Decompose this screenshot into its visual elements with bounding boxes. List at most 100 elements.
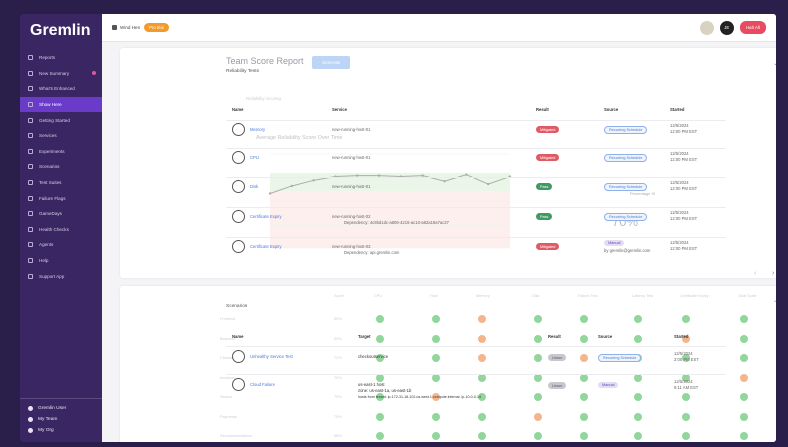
source-chip[interactable]: Recurring Schedule: [604, 126, 648, 134]
result-badge: Pass: [536, 213, 553, 220]
row-divider: [226, 346, 726, 347]
score-dot: [534, 315, 542, 323]
ghost-row-score: 70%: [334, 375, 342, 380]
sidebar-item-label: Services: [39, 133, 57, 139]
account-item-my-org[interactable]: My Org: [20, 425, 102, 436]
score-dot: [634, 373, 642, 382]
star-icon: [28, 86, 33, 92]
ghost-column-header: Failure Test: [578, 294, 598, 298]
scenario-column-header-result[interactable]: Result: [548, 334, 561, 339]
halt-all-button[interactable]: Halt All: [739, 21, 766, 34]
test-name-link[interactable]: Memory: [250, 127, 266, 132]
next-page-icon[interactable]: ›: [772, 270, 775, 277]
score-dot: [740, 373, 748, 382]
score-dot: [534, 373, 542, 382]
started-date: 12/5/2024: [670, 240, 689, 245]
source-chip[interactable]: Recurring Schedule: [598, 354, 642, 362]
chart-point: [421, 174, 424, 177]
scenario-name-link[interactable]: Unhealthy Service Test: [250, 354, 293, 359]
source-chip[interactable]: Recurring Schedule: [604, 183, 648, 191]
test-type-icon: [232, 210, 245, 223]
user-avatar[interactable]: JE: [719, 20, 734, 35]
test-name-link[interactable]: Certificate Expiry: [250, 214, 282, 219]
scenario-icon: [232, 350, 245, 363]
ghost-row-label: Payments: [220, 414, 237, 419]
account-item-my-team[interactable]: My Team: [20, 414, 102, 425]
account-item-gremlin-user[interactable]: Gremlin User: [20, 403, 102, 414]
sidebar-item-health-checks[interactable]: Health Checks: [20, 222, 102, 238]
column-header-result[interactable]: Result: [536, 107, 549, 112]
scenario-column-header-target[interactable]: Target: [358, 334, 371, 339]
sidebar-item-support-app[interactable]: Support App: [20, 268, 102, 284]
source-chip[interactable]: Recurring Schedule: [604, 213, 648, 221]
sidebar-account-menu: Gremlin User My Team My Org: [20, 398, 102, 436]
score-dot: [376, 432, 384, 440]
sidebar-item-gamedays[interactable]: GameDays: [20, 206, 102, 222]
column-header-name[interactable]: Name: [232, 107, 244, 112]
score-dot: [432, 393, 440, 401]
score-dot: [478, 334, 486, 343]
section-title-scenarios: Scenarios: [226, 304, 248, 309]
sidebar-item-services[interactable]: Services: [20, 128, 102, 144]
sidebar-item-show-here[interactable]: Show Here: [20, 96, 102, 113]
score-dot: [580, 412, 588, 421]
test-type-icon: [232, 123, 245, 136]
team-name: Wind Hen: [120, 25, 141, 30]
generate-button[interactable]: Generate: [312, 56, 351, 69]
score-dot: [580, 315, 588, 323]
sidebar-item-label: GameDays: [39, 211, 62, 217]
test-type-icon: [232, 151, 245, 164]
row-divider: [226, 237, 726, 238]
gremlin-logo: Gremlin: [30, 22, 91, 39]
test-name-link[interactable]: CPU: [250, 155, 259, 160]
score-dot: [580, 393, 588, 401]
ghost-column-header: Latency Test: [632, 294, 654, 298]
sidebar-item-what-s-enhanced[interactable]: What's Enhanced: [20, 81, 102, 97]
help-icon: [28, 258, 33, 264]
test-name-link[interactable]: Disk: [250, 184, 259, 189]
score-dot: [432, 315, 440, 323]
scenario-target-hosts: hosts from tenant: ip-172-31-18-102.us-w…: [358, 395, 482, 399]
sidebar-item-experiments[interactable]: Experiments: [20, 144, 102, 160]
sidebar-item-reports[interactable]: Reports: [20, 50, 102, 66]
scenario-column-header-source[interactable]: Source: [598, 334, 613, 339]
score-dot: [634, 315, 642, 323]
scenario-name-link[interactable]: Cloud Failure: [250, 382, 275, 387]
trial-badge[interactable]: Pro trial: [144, 23, 169, 32]
status-indicator[interactable]: [699, 20, 714, 35]
sidebar-item-help[interactable]: Help: [20, 253, 102, 269]
sidebar: Gremlin Reports New Summary What's Enhance…: [20, 14, 102, 442]
source-manual-chip: Manual: [604, 240, 625, 246]
started-date: 12/5/2024: [674, 379, 693, 384]
column-header-service[interactable]: Service: [332, 107, 347, 112]
sidebar-item-scenarios[interactable]: Scenarios: [20, 159, 102, 175]
org-icon: [28, 428, 33, 433]
collapse-chevron-icon[interactable]: ⌄: [773, 61, 776, 67]
sidebar-item-label: Health Checks: [39, 226, 69, 232]
refresh-icon: [28, 70, 33, 76]
sidebar-item-failure-flags[interactable]: Failure Flags: [20, 190, 102, 206]
started-time: 12:00 PM EST: [670, 157, 698, 162]
sidebar-item-new-summary[interactable]: New Summary: [20, 66, 102, 82]
started-time: 2:00 PM EST: [674, 357, 699, 362]
started-date: 12/5/2024: [670, 151, 689, 156]
column-header-source[interactable]: Source: [604, 107, 619, 112]
team-selector[interactable]: Wind Hen: [112, 25, 140, 30]
scenario-column-header-name[interactable]: Name: [232, 334, 244, 339]
ghost-row-score: 80%: [334, 336, 342, 341]
score-dot: [740, 315, 748, 323]
scenario-column-header-started[interactable]: Started: [674, 334, 689, 339]
chart-point: [268, 192, 272, 195]
sidebar-item-getting-started[interactable]: Getting Started: [20, 112, 102, 128]
ghost-row-label: Backend: [220, 336, 235, 341]
chart-point: [465, 173, 468, 176]
source-chip[interactable]: Recurring Schedule: [604, 154, 648, 162]
test-name-link[interactable]: Certificate Expiry: [250, 244, 282, 249]
prev-page-icon[interactable]: ‹: [754, 270, 757, 277]
sidebar-nav: Reports New Summary What's Enhanced Show He…: [20, 50, 102, 284]
sidebar-item-test-suites[interactable]: Test Suites: [20, 175, 102, 191]
column-header-started[interactable]: Started: [670, 107, 685, 112]
started-time: 12:00 PM EST: [670, 186, 698, 191]
sidebar-item-agents[interactable]: Agents: [20, 237, 102, 253]
scenarios-collapse-chevron-icon[interactable]: ⌃: [773, 301, 776, 307]
